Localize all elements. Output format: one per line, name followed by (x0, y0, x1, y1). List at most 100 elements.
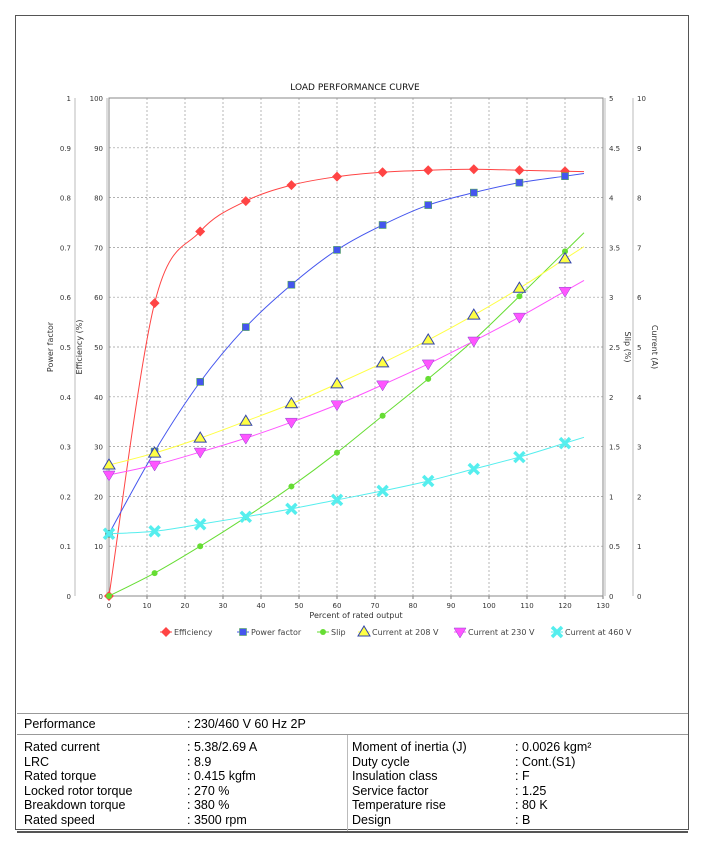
performance-label: Performance (24, 717, 96, 731)
power_factor-tick-label: 1 (67, 95, 71, 103)
efficiency-point (468, 164, 479, 175)
spec-value: : F (515, 769, 530, 783)
current-axis-title: Current (A) (650, 325, 659, 369)
current-tick-label: 5 (637, 344, 641, 352)
power-factor-point (196, 378, 204, 386)
current-at-460-v-point (467, 462, 481, 476)
current-tick-label: 6 (637, 294, 642, 302)
efficiency-point (332, 171, 342, 182)
efficiency-point (514, 165, 525, 176)
current-at-208-v-point (421, 333, 436, 345)
spec-value: : 8.9 (187, 754, 212, 769)
load-performance-chart: 0 10 20 30 40 50 60 70 80 90 100 110 120 13000.10.20.… (46, 83, 659, 639)
legend-label-current-at-230-v: Current at 230 V (468, 628, 535, 637)
legend-label-current-at-208-v: Current at 208 V (372, 628, 439, 637)
current-at-230-v-point (330, 400, 344, 412)
current-at-208-v-point (147, 446, 162, 458)
slip-point (288, 483, 295, 490)
current-at-230-v-point (148, 460, 162, 472)
x-tick-label: 70 (371, 602, 380, 610)
legend-label-slip: Slip (331, 628, 346, 637)
x-tick-label: 20 (181, 602, 190, 610)
spec-value: : 1.25 (515, 783, 547, 798)
chart-title: LOAD PERFORMANCE CURVE (290, 83, 420, 93)
efficiency-point (423, 165, 434, 176)
efficiency-point (195, 226, 206, 237)
efficiency-curve (108, 168, 585, 597)
slip-point (425, 375, 432, 382)
current-at-208-v-curve (108, 246, 585, 466)
spec-label: LRC (24, 754, 50, 769)
spec-label: Insulation class (352, 769, 438, 783)
slip-tick-label: 3 (609, 294, 613, 302)
slip-tick-label: 1 (609, 493, 613, 501)
current-at-460-v-point (513, 450, 526, 464)
x-axis-title: Percent of rated output (309, 611, 402, 620)
efficiency-tick-label: 20 (94, 493, 103, 501)
efficiency-tick-label: 80 (94, 195, 103, 203)
power_factor-tick-label: 0.8 (60, 195, 71, 203)
frame (15, 15, 689, 830)
current-at-460-v-curve (108, 436, 585, 535)
spec-label: Locked rotor torque (24, 783, 133, 798)
power-factor-point (515, 178, 524, 187)
spec-table: Performance : 230/460 V 60 Hz 2P Rated c… (17, 713, 688, 833)
power-factor-point (469, 188, 478, 197)
power_factor-tick-label: 0.3 (60, 444, 71, 452)
power_factor-tick-label: 0 (67, 593, 71, 601)
slip-tick-label: 2.5 (609, 344, 620, 352)
current-at-230-v-point (102, 470, 116, 482)
current-at-230-v-point (467, 336, 481, 348)
current-tick-label: 2 (637, 493, 641, 501)
spec-value: : 0.0026 kgm² (515, 740, 592, 754)
current-at-208-v-point (102, 458, 116, 470)
current-at-460-v-point (193, 518, 207, 531)
power-factor-point (378, 221, 387, 229)
current-tick-label: 3 (637, 444, 641, 452)
power_factor-tick-label: 0.7 (60, 244, 71, 252)
performance-row: Performance : 230/460 V 60 Hz 2P (17, 713, 688, 735)
current-at-230-v-point (376, 380, 390, 392)
x-tick-label: 120 (558, 602, 571, 610)
spec-label: Temperature rise (352, 798, 446, 812)
current-tick-label: 1 (637, 543, 641, 551)
spec-grid: Rated current: 5.38/2.69 A LRC: 8.9 Rated … (17, 735, 688, 833)
current-tick-label: 0 (637, 593, 641, 601)
current-at-230-v-point (193, 447, 207, 459)
x-tick-label: 60 (333, 602, 342, 610)
current-at-460-v-point (148, 525, 161, 538)
slip-point (562, 248, 568, 255)
spec-value: : 80 K (515, 798, 548, 812)
spec-value: : 5.38/2.69 A (187, 740, 258, 754)
slip-point (106, 593, 112, 599)
power_factor-axis-title: Power factor (46, 321, 55, 372)
current-at-460-v-point (421, 474, 435, 488)
spec-value: : 3500 rpm (187, 812, 247, 827)
current-tick-label: 10 (637, 95, 646, 103)
spec-label: Design (352, 812, 391, 827)
power-factor-point (561, 172, 569, 180)
x-tick-label: 110 (520, 602, 533, 610)
spec-value: : Cont.(S1) (515, 754, 576, 769)
x-tick-label: 80 (409, 602, 418, 610)
spec-label: Moment of inertia (J) (352, 740, 467, 754)
efficiency-point (240, 196, 251, 207)
current-at-230-v-point (421, 359, 435, 371)
efficiency-tick-label: 60 (94, 294, 103, 302)
efficiency-axis-title: Efficiency (%) (75, 320, 84, 375)
legend-marker-current-at-208-v (357, 625, 371, 637)
slip-tick-label: 0.5 (609, 543, 620, 551)
power-factor-curve (108, 172, 585, 534)
spec-value: : 380 % (187, 798, 230, 812)
performance-value: : 230/460 V 60 Hz 2P (187, 717, 306, 731)
legend-marker-current-at-230-v (453, 627, 467, 639)
spec-value: : 270 % (187, 783, 230, 798)
current-at-208-v-point (284, 396, 299, 409)
current-at-230-v-point (284, 417, 298, 429)
current-at-230-v-point (558, 286, 572, 298)
slip-tick-label: 0 (609, 593, 613, 601)
spec-label: Service factor (352, 783, 429, 798)
slip-curve (108, 232, 585, 597)
spec-label: Duty cycle (352, 754, 410, 769)
slip-point (151, 570, 158, 577)
